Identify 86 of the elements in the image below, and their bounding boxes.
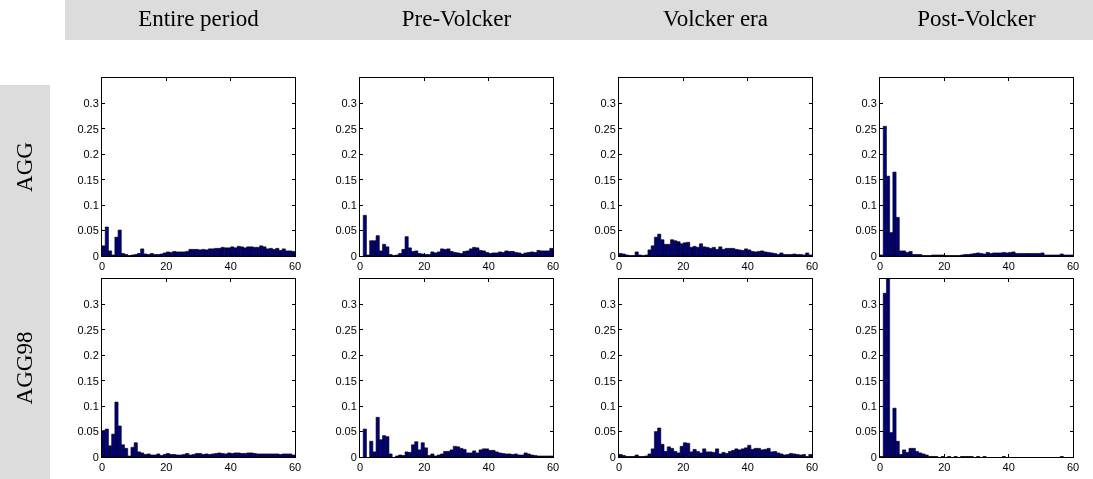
- x-tick-label: 20: [938, 260, 951, 273]
- chart-title: Pre-Volcker: [400, 6, 513, 32]
- y-tick-label: 0.25: [77, 122, 99, 135]
- x-tick-label: 60: [1066, 461, 1080, 474]
- y-tick-label: 0.15: [335, 173, 357, 186]
- y-tick-label: 0.15: [77, 374, 99, 387]
- y-tick-label: 0.3: [861, 298, 877, 311]
- x-tick-label: 60: [805, 260, 819, 273]
- y-tick-label: 0.15: [594, 374, 616, 387]
- y-tick-label: 0.2: [341, 349, 357, 362]
- x-tick-label: 40: [1002, 461, 1015, 474]
- y-tick-label: 0.1: [861, 198, 877, 211]
- y-tick-label: 0.05: [855, 224, 877, 237]
- y-tick-label: 0.2: [83, 349, 99, 362]
- y-tick-label: 0.25: [855, 323, 877, 336]
- y-tick-label: 0.05: [77, 425, 99, 438]
- y-tick-label: 0: [870, 249, 877, 262]
- x-tick-label: 20: [418, 461, 431, 474]
- y-tick-label: 0.15: [77, 173, 99, 186]
- y-tick-label: 0.2: [861, 349, 877, 362]
- x-tick-label: 40: [482, 461, 495, 474]
- y-tick-label: 0.1: [341, 399, 357, 412]
- y-tick-label: 0.2: [341, 148, 357, 161]
- y-tick-label: 0.25: [77, 323, 99, 336]
- y-tick-label: 0.15: [855, 173, 877, 186]
- y-tick-label: 0.05: [594, 224, 616, 237]
- y-tick-label: 0.05: [335, 425, 357, 438]
- y-tick-label: 0.3: [861, 97, 877, 110]
- y-tick-label: 0.1: [600, 198, 616, 211]
- x-tick-label: 40: [482, 260, 495, 273]
- y-tick-label: 0.2: [600, 349, 616, 362]
- y-tick-label: 0.1: [83, 399, 99, 412]
- x-tick-label: 60: [1066, 260, 1080, 273]
- x-tick-label: 60: [288, 461, 302, 474]
- x-tick-label: 60: [805, 461, 819, 474]
- y-tick-label: 0.25: [594, 323, 616, 336]
- y-tick-label: 0.2: [83, 148, 99, 161]
- y-tick-label: 0: [350, 450, 357, 463]
- y-tick-label: 0.25: [594, 122, 616, 135]
- y-tick-label: 0.3: [341, 298, 357, 311]
- x-tick-label: 20: [677, 461, 690, 474]
- x-tick-label: 60: [546, 461, 560, 474]
- x-tick-label: 20: [160, 260, 173, 273]
- y-tick-label: 0.05: [855, 425, 877, 438]
- x-tick-label: 20: [938, 461, 951, 474]
- y-tick-label: 0: [870, 450, 877, 463]
- y-tick-label: 0.2: [600, 148, 616, 161]
- y-tick-label: 0.3: [83, 298, 99, 311]
- x-tick-label: 40: [224, 260, 237, 273]
- y-tick-label: 0: [609, 450, 616, 463]
- x-tick-label: 20: [677, 260, 690, 273]
- x-tick-label: 60: [546, 260, 560, 273]
- x-tick-label: 60: [288, 260, 302, 273]
- y-tick-label: 0.15: [335, 374, 357, 387]
- y-tick-label: 0.15: [855, 374, 877, 387]
- y-tick-label: 0: [350, 249, 357, 262]
- chart-title: Entire period: [137, 6, 260, 32]
- y-tick-label: 0.1: [341, 198, 357, 211]
- y-tick-label: 0.3: [600, 298, 616, 311]
- chart-title: Volcker era: [662, 6, 769, 32]
- y-tick-label: 0.25: [335, 323, 357, 336]
- y-tick-label: 0.3: [341, 97, 357, 110]
- y-axis-title: AGG98: [12, 331, 38, 405]
- x-tick-label: 40: [1002, 260, 1015, 273]
- y-tick-label: 0.15: [594, 173, 616, 186]
- y-tick-label: 0.25: [855, 122, 877, 135]
- x-tick-label: 20: [418, 260, 431, 273]
- chart-title: Post-Volcker: [916, 6, 1037, 32]
- x-tick-label: 40: [741, 260, 754, 273]
- y-tick-label: 0.3: [83, 97, 99, 110]
- x-tick-label: 20: [160, 461, 173, 474]
- y-tick-label: 0.2: [861, 148, 877, 161]
- y-tick-label: 0.05: [594, 425, 616, 438]
- y-tick-label: 0.1: [83, 198, 99, 211]
- x-tick-label: 40: [224, 461, 237, 474]
- y-tick-label: 0.1: [600, 399, 616, 412]
- y-tick-label: 0: [609, 249, 616, 262]
- x-tick-label: 40: [741, 461, 754, 474]
- y-tick-label: 0: [92, 450, 99, 463]
- y-tick-label: 0.3: [600, 97, 616, 110]
- y-tick-label: 0.05: [335, 224, 357, 237]
- y-axis-title: AGG: [12, 142, 38, 192]
- y-tick-label: 0.1: [861, 399, 877, 412]
- y-tick-label: 0.25: [335, 122, 357, 135]
- y-tick-label: 0.05: [77, 224, 99, 237]
- y-tick-label: 0: [92, 249, 99, 262]
